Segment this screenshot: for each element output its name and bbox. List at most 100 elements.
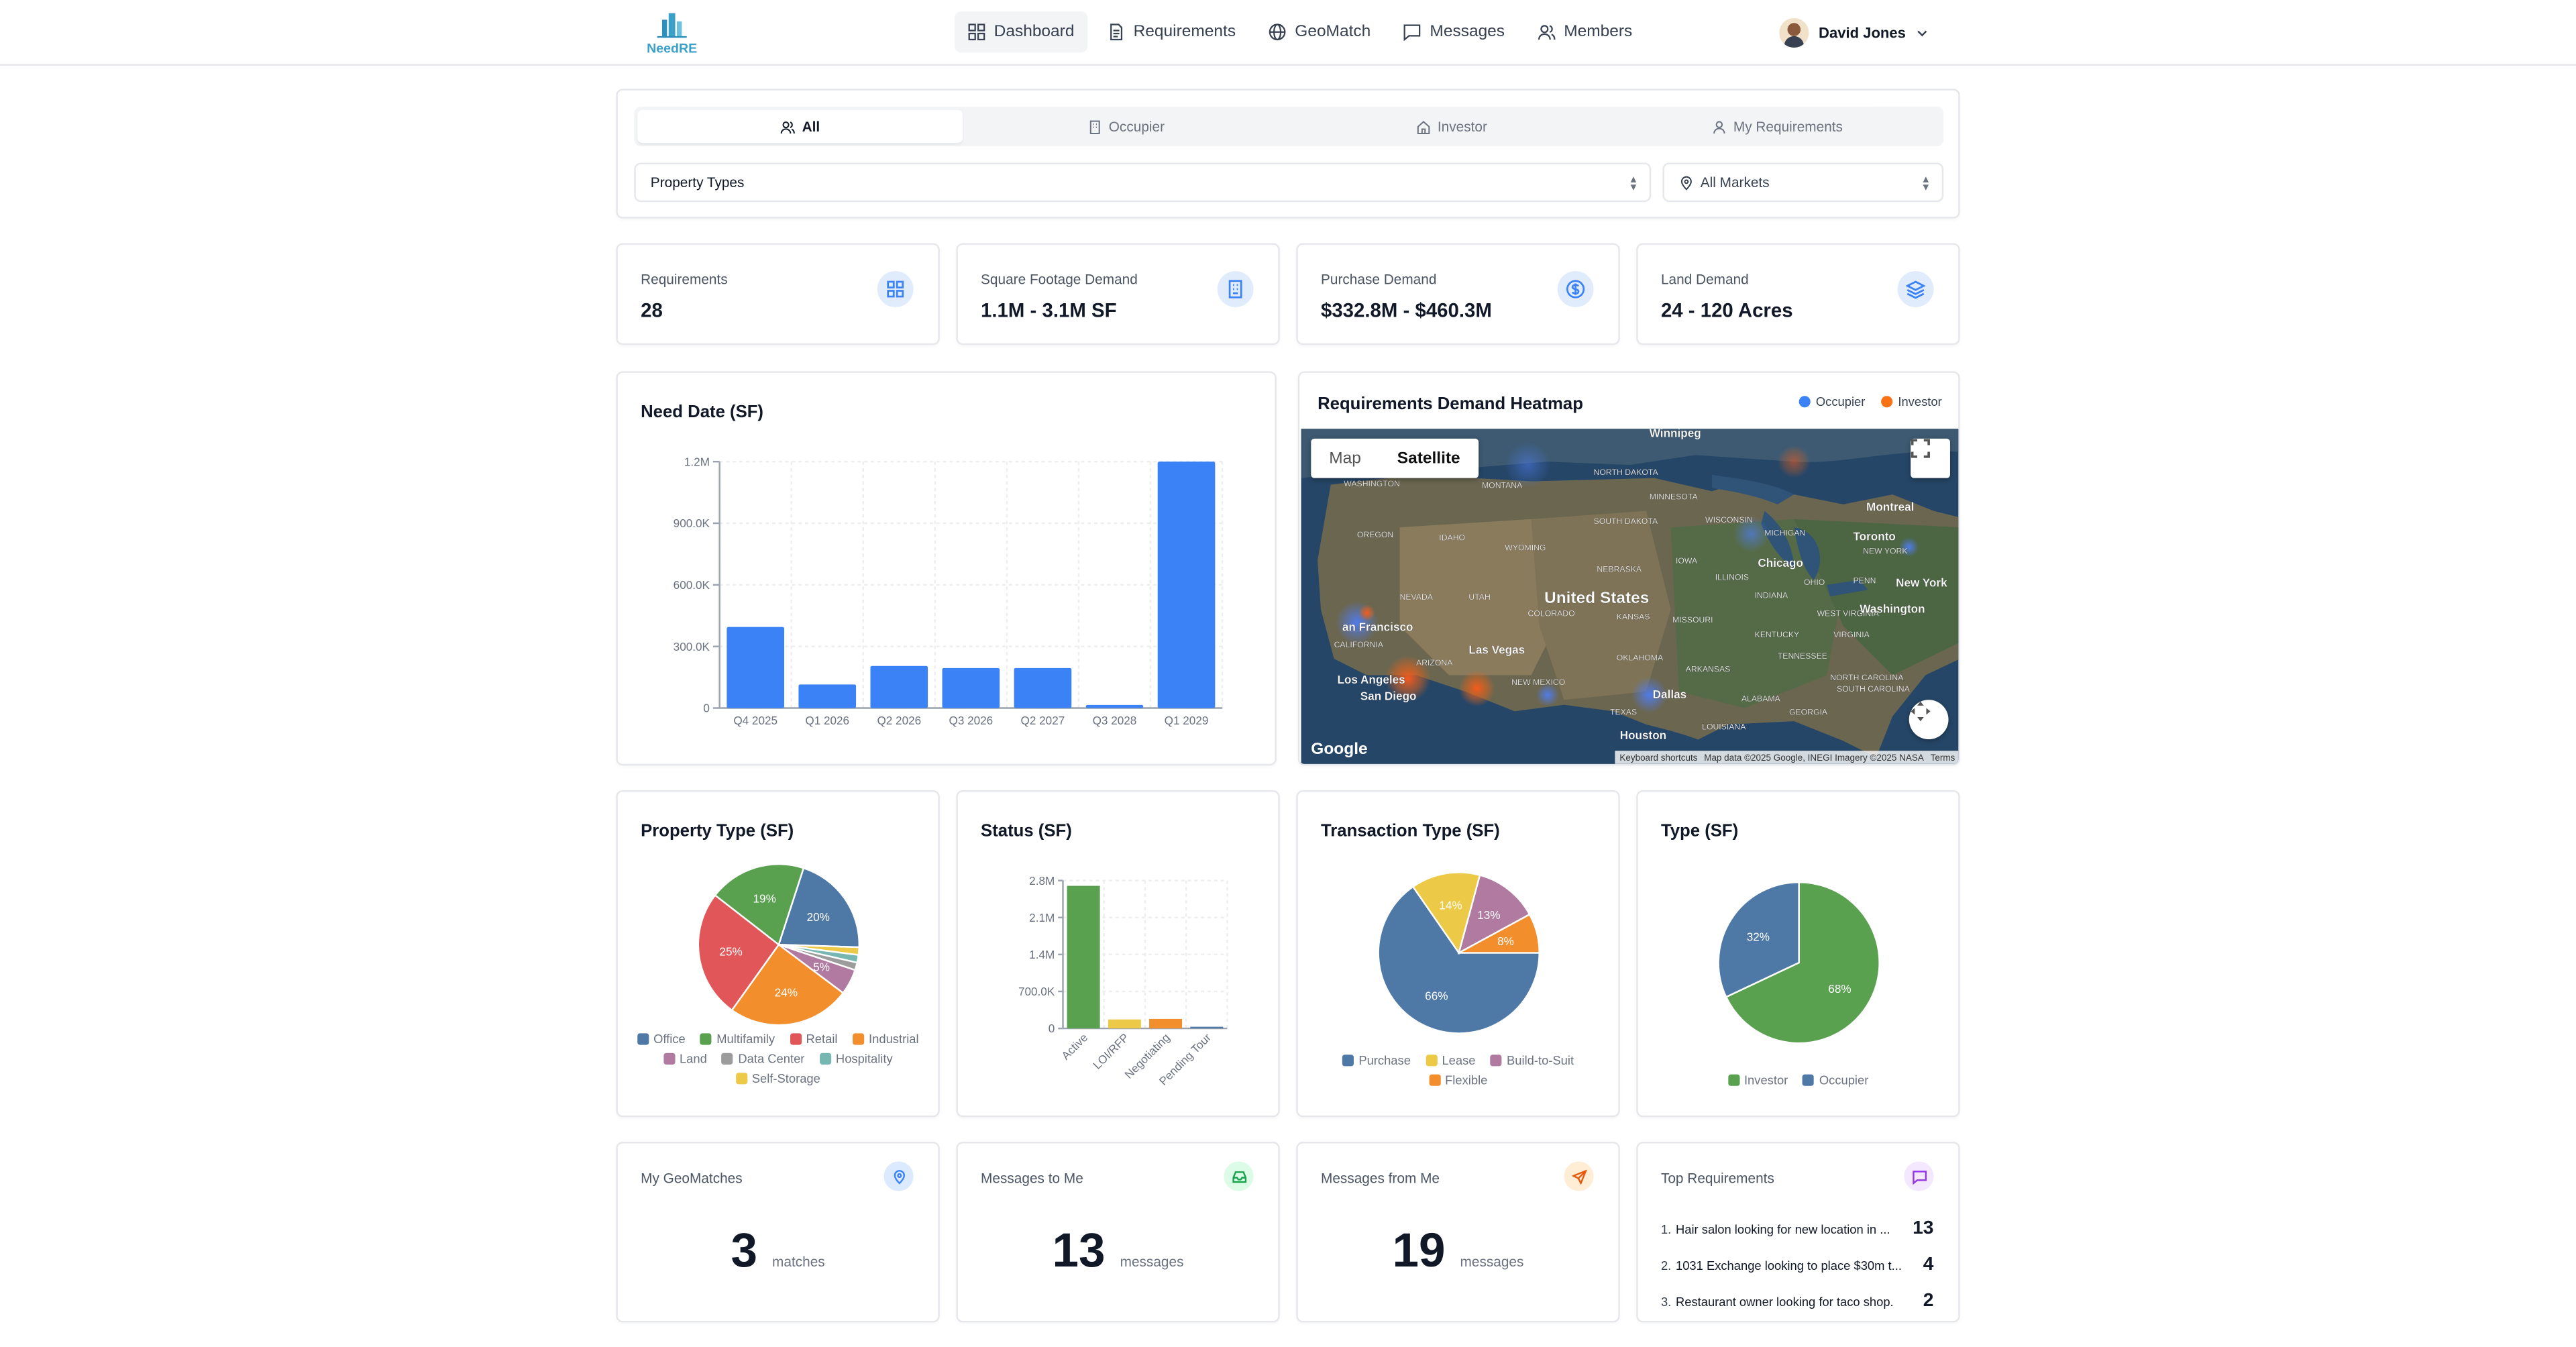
tab-my-requirements[interactable]: My Requirements (1615, 110, 1941, 143)
tab-occupier[interactable]: Occupier (963, 110, 1289, 143)
tab-all-label: All (802, 118, 820, 135)
bar[interactable] (1149, 1018, 1183, 1029)
bar[interactable] (1085, 704, 1144, 708)
fullscreen-icon (1911, 439, 1930, 458)
legend-item[interactable]: Retail (790, 1032, 838, 1046)
map-label: OKLAHOMA (1617, 653, 1664, 662)
map-label: CALIFORNIA (1334, 640, 1384, 649)
pie-slice[interactable] (1717, 881, 1800, 998)
geomatches-card[interactable]: My GeoMatches 3 matches (616, 1142, 940, 1323)
property-type-legend: Office Multifamily Retail Industrial Land Dat… (631, 1032, 924, 1086)
legend-item[interactable]: Hospitality (819, 1051, 893, 1066)
dollar-icon (1557, 271, 1594, 307)
transaction-type-card: Transaction Type (SF) 66% 14% 13% 8% Purcha… (1296, 790, 1620, 1118)
stat-value: 1.1M - 3.1M SF (981, 299, 1117, 323)
legend-item[interactable]: Data Center (721, 1051, 804, 1066)
map-label: TENNESSEE (1778, 651, 1827, 661)
messages-to-me-card[interactable]: Messages to Me 13 messages (956, 1142, 1280, 1323)
bar[interactable] (942, 667, 1000, 708)
need-date-title: Need Date (SF) (641, 402, 764, 423)
y-tick-label: 0 (1049, 1022, 1055, 1035)
tab-all[interactable]: All (637, 110, 963, 144)
legend-label: Flexible (1445, 1073, 1488, 1088)
fullscreen-button[interactable] (1911, 438, 1950, 478)
map-label: WEST VIRGINIA (1817, 608, 1880, 618)
nav-geomatch[interactable]: GeoMatch (1255, 11, 1383, 52)
map-attribution: Keyboard shortcuts Map data ©2025 Google… (1615, 751, 1959, 764)
legend-swatch (637, 1033, 649, 1045)
legend-item[interactable]: Occupier (1803, 1073, 1868, 1087)
satellite-button[interactable]: Satellite (1397, 449, 1460, 468)
nav-members[interactable]: Members (1524, 11, 1645, 52)
pie-slice[interactable] (1725, 881, 1880, 1044)
legend-item[interactable]: Self-Storage (735, 1071, 820, 1086)
list-item[interactable]: 2. 1031 Exchange looking to place $30m t… (1661, 1247, 1934, 1283)
list-item[interactable]: 3. Restaurant owner looking for taco sho… (1661, 1283, 1934, 1319)
map-label: ILLINOIS (1715, 572, 1749, 582)
map-button[interactable]: Map (1329, 449, 1361, 468)
legend-item[interactable]: Lease (1425, 1053, 1476, 1068)
map-label: SOUTH CAROLINA (1837, 684, 1911, 694)
nav-dashboard[interactable]: Dashboard (954, 11, 1088, 53)
map-label: WYOMING (1505, 543, 1546, 552)
y-tick-label: 1.4M (1029, 948, 1055, 961)
pie-slice[interactable] (714, 863, 805, 947)
legend-item[interactable]: Build-to-Suit (1490, 1053, 1574, 1068)
nav-messages-label: Messages (1430, 23, 1505, 42)
legend-item[interactable]: Land (663, 1051, 707, 1066)
terms-link[interactable]: Terms (1930, 753, 1955, 763)
keyboard-shortcuts-link[interactable]: Keyboard shortcuts (1619, 753, 1698, 763)
demand-map[interactable]: Winnipeg WASHINGTON MONTANA NORTH DAKOTA MIN… (1301, 429, 1959, 764)
map-pin-icon (1680, 175, 1692, 190)
main-nav: Dashboard Requirements GeoMatch Messages… (954, 11, 1646, 53)
bar[interactable] (1157, 462, 1216, 708)
item-count: 13 (1913, 1219, 1934, 1239)
y-tick-label: 700.0K (1018, 985, 1055, 998)
map-label: IDAHO (1439, 533, 1465, 543)
nav-geomatch-label: GeoMatch (1295, 23, 1371, 42)
legend-investor: Investor (1881, 394, 1942, 409)
messages-from-me-card[interactable]: Messages from Me 19 messages (1296, 1142, 1620, 1323)
item-count: 2 (1923, 1291, 1934, 1311)
pie-slice[interactable] (1411, 871, 1481, 955)
nav-requirements-label: Requirements (1133, 23, 1236, 42)
messages-to-me-label: Messages to Me (981, 1169, 1083, 1187)
layers-icon (1897, 271, 1934, 307)
bar[interactable] (1014, 667, 1072, 708)
tab-investor[interactable]: Investor (1289, 110, 1615, 143)
need-date-card: Need Date (SF) 0 300.0K 600.0K 900.0K 1.2M Q4… (616, 371, 1277, 766)
app-logo[interactable]: NeedRE (645, 11, 698, 56)
markets-select[interactable]: All Markets ▴ ▾ (1662, 162, 1944, 203)
property-types-select[interactable]: Property Types ▴ ▾ (634, 162, 1652, 203)
nav-requirements[interactable]: Requirements (1094, 11, 1249, 52)
bar[interactable] (798, 684, 857, 708)
pie-slice[interactable] (777, 867, 860, 949)
bar[interactable] (1108, 1019, 1141, 1029)
logo-icon (657, 13, 687, 38)
map-label: OHIO (1804, 578, 1825, 587)
map-labels-layer: Winnipeg WASHINGTON MONTANA NORTH DAKOTA MIN… (1334, 429, 1947, 742)
list-item[interactable]: 1. Hair salon looking for new location i… (1661, 1211, 1934, 1247)
legend-item[interactable]: Office (637, 1032, 686, 1046)
type-title: Type (SF) (1660, 821, 1739, 841)
pie-slice[interactable] (1458, 913, 1540, 954)
pie-slice[interactable] (731, 943, 845, 1026)
legend-item[interactable]: Flexible (1428, 1073, 1488, 1088)
slice-label: 25% (719, 945, 742, 959)
legend-item[interactable]: Purchase (1342, 1053, 1411, 1068)
legend-item[interactable]: Industrial (852, 1032, 919, 1046)
legend-item[interactable]: Multifamily (700, 1032, 775, 1046)
nav-messages[interactable]: Messages (1391, 11, 1518, 52)
map-camera-control[interactable] (1909, 700, 1949, 740)
pie-slice[interactable] (1377, 885, 1540, 1034)
bar[interactable] (870, 665, 928, 708)
bar[interactable] (1190, 1026, 1224, 1029)
bar[interactable] (727, 627, 785, 708)
legend-label: Multifamily (716, 1031, 775, 1047)
bar[interactable] (1067, 885, 1100, 1029)
pie-slice[interactable] (697, 894, 780, 1012)
legend-item[interactable]: Investor (1727, 1073, 1788, 1087)
x-tick-label: Q3 2026 (949, 714, 994, 727)
pie-slice[interactable] (1457, 874, 1531, 955)
user-menu[interactable]: David Jones (1779, 15, 1929, 51)
